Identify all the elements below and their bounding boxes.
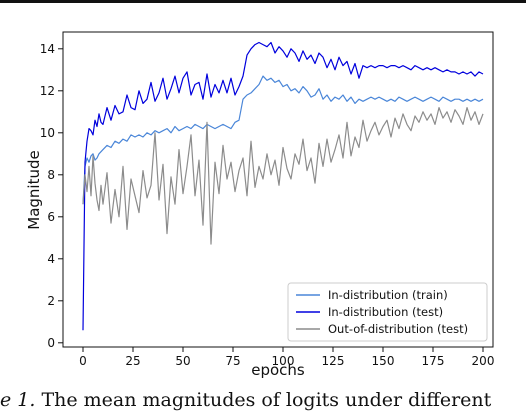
series-layer xyxy=(82,41,484,331)
y-tick-label: 8 xyxy=(47,168,55,182)
tick-layer: 0 25 50 75 100 125 150 175 200 0 2 4 6 8 10 12 14 xyxy=(40,42,495,368)
x-tick-label: 100 xyxy=(272,354,295,368)
figure-caption: e 1. The mean magnitudes of logits under… xyxy=(0,389,526,414)
x-tick-label: 200 xyxy=(472,354,495,368)
plot-frame xyxy=(62,31,494,348)
legend-box xyxy=(287,282,488,342)
x-axis-label: epochs xyxy=(251,361,305,379)
y-tick-label: 4 xyxy=(47,252,55,266)
caption-text: The mean magnitudes of logits under diff… xyxy=(35,389,492,411)
series-line-2 xyxy=(82,41,484,331)
line-chart: 0 25 50 75 100 125 150 175 200 0 2 4 6 8 10 12 14 epochs… xyxy=(25,31,495,379)
y-tick-label: 0 xyxy=(47,336,55,350)
y-tick-label: 6 xyxy=(47,210,55,224)
x-tick-label: 0 xyxy=(79,354,87,368)
top-rule xyxy=(0,0,526,3)
x-tick-label: 75 xyxy=(225,354,240,368)
legend-label: Out-of-distribution (test) xyxy=(328,322,468,336)
y-tick-label: 10 xyxy=(40,126,55,140)
legend-label: In-distribution (train) xyxy=(328,288,448,302)
x-tick-label: 175 xyxy=(422,354,445,368)
x-tick-label: 50 xyxy=(175,354,190,368)
y-axis-label: Magnitude xyxy=(25,150,43,229)
x-tick-label: 150 xyxy=(372,354,395,368)
legend-label: In-distribution (test) xyxy=(328,305,443,319)
x-tick-label: 25 xyxy=(125,354,140,368)
x-tick-label: 125 xyxy=(322,354,345,368)
series-line-1 xyxy=(82,75,484,205)
y-tick-label: 12 xyxy=(40,84,55,98)
plot-border xyxy=(62,31,494,348)
legend: In-distribution (train) In-distribution (… xyxy=(287,282,488,342)
y-tick-label: 2 xyxy=(47,294,55,308)
series-line-3 xyxy=(82,106,484,245)
y-tick-label: 14 xyxy=(40,42,55,56)
figure-label: e 1. xyxy=(0,389,36,411)
